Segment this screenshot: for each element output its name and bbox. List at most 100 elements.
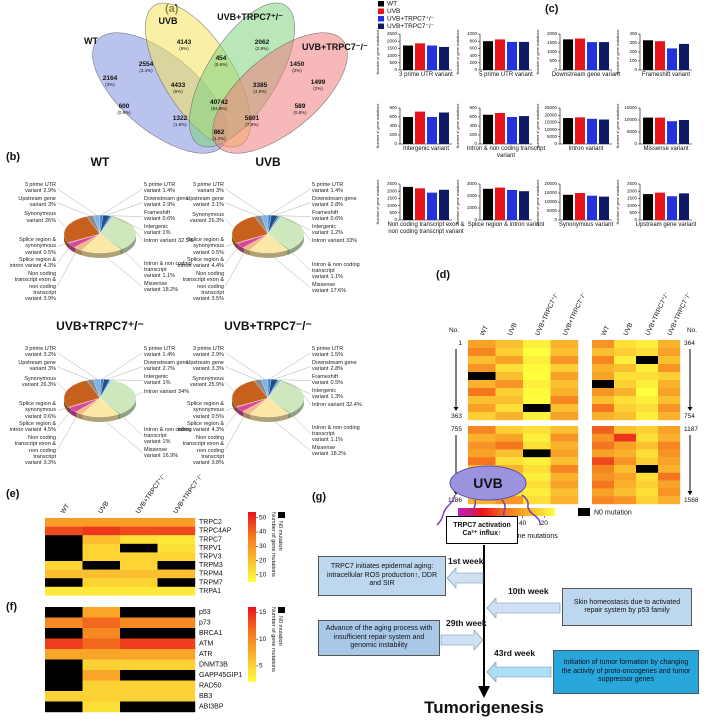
pie-label-value: 1.1% <box>330 274 344 281</box>
heatmap-cell <box>495 426 524 434</box>
bar <box>439 112 449 144</box>
y-tick-label: 2500 <box>387 31 398 36</box>
panel-label: (g) <box>312 491 326 503</box>
heatmap-cell <box>592 472 615 481</box>
heatmap-cell <box>495 340 524 349</box>
bar <box>403 186 413 220</box>
heatmap-cell <box>45 607 83 618</box>
heatmap-cell <box>495 364 524 373</box>
pie-label-name: Synonymous variant <box>21 376 56 389</box>
heatmap-cell <box>550 426 579 434</box>
venn-percent: (2%) <box>292 68 302 73</box>
y-tick-label: 0 <box>474 217 477 222</box>
pie-label-name: Splice region & intron variant <box>9 257 56 270</box>
row-label: ATR <box>199 651 212 658</box>
heatmap-cell <box>658 426 681 434</box>
venn-percent: (3.4%) <box>139 68 153 73</box>
heatmap-cell <box>614 348 637 357</box>
leader-line <box>278 215 312 217</box>
heatmap-cell <box>495 433 524 442</box>
pie-label: Upstream gene variant 3% <box>6 196 56 209</box>
pie-label-value: 3.5% <box>211 296 224 303</box>
pie-label: 3 prime UTR variant 2.9% <box>6 182 56 195</box>
y-tick-label: 2000 <box>627 188 638 193</box>
pie-label: Splice region & intron variant 4.4% <box>174 257 224 270</box>
heatmap-cell <box>550 340 579 349</box>
venn-set-label: UVB+TRPC7⁻/⁻ <box>302 42 368 52</box>
missing-swatch <box>278 607 285 613</box>
heatmap-cell <box>550 356 579 365</box>
pie-label: 5 prime UTR variant 1.5% <box>312 346 362 359</box>
y-tick-label: 20000 <box>544 181 557 186</box>
pie-slice <box>86 215 101 235</box>
heatmap-cell <box>550 364 579 373</box>
y-tick-label: 1000 <box>467 31 478 36</box>
heatmap-cell <box>523 380 551 389</box>
y-axis-label: Number of gene mutations <box>616 104 620 149</box>
heatmap-cell <box>550 348 579 357</box>
heatmap-cell <box>523 388 551 397</box>
chart-title: Intron & non coding transcript variant <box>466 146 546 159</box>
heatmap-cell <box>45 649 83 660</box>
pie-title: WT <box>91 155 110 169</box>
leader-line <box>224 409 240 428</box>
pie-label: Frameshift variant 0.6% <box>312 210 362 223</box>
pie-label: 5 prime UTR variant 1.4% <box>144 182 194 195</box>
stage-box: Skin homeostasis due to activated repair… <box>562 588 692 626</box>
pie-slice <box>63 380 101 408</box>
bar <box>563 118 573 144</box>
pie-label: 3 prime UTR variant 2.9% <box>174 346 224 359</box>
y-axis-label: Number of gene mutations <box>536 104 540 149</box>
venn-set <box>212 32 348 154</box>
venn-count: 3385 <box>253 82 268 89</box>
y-tick-label: 0 <box>634 141 637 146</box>
row-label: TRPV3 <box>199 554 222 561</box>
heatmap-cell <box>468 404 496 413</box>
heatmap-cell <box>614 426 637 434</box>
row-label: TRPM7 <box>199 579 223 586</box>
venn-count: 5801 <box>245 115 260 122</box>
heatmap-cell <box>658 488 681 497</box>
heatmap-cell <box>592 496 615 505</box>
pie-label-name: Splice region & synonymous variant <box>187 401 224 420</box>
row-label: BB3 <box>199 693 212 700</box>
heatmap-cell <box>550 380 579 389</box>
leader-line <box>274 202 312 216</box>
pie-label: Frameshift variant 0.5% <box>312 374 362 387</box>
venn-percent: (0.6%) <box>214 62 228 67</box>
heatmap-cell <box>157 543 196 553</box>
pie-label-name: Missense variant <box>312 281 336 295</box>
y-tick-label: 10000 <box>624 117 637 122</box>
heatmap-cell <box>614 412 637 421</box>
pie-label-name: Intron & non coding transcript variant <box>144 260 192 280</box>
y-tick-label: 5000 <box>547 208 558 213</box>
pie-label-value: 0.5% <box>211 413 224 420</box>
leader-line <box>224 188 265 216</box>
heatmap-cell <box>45 680 83 692</box>
venn-count: 1450 <box>290 61 305 68</box>
heatmap-cell <box>614 372 637 381</box>
block-arrow <box>440 629 484 651</box>
heatmap-cell <box>120 628 158 639</box>
pie-label-name: Intergenic variant <box>144 373 169 387</box>
heatmap-cell <box>157 659 196 671</box>
leader-line <box>224 243 237 247</box>
pie-label-name: Frameshift variant <box>144 209 170 223</box>
bar <box>587 118 597 144</box>
colorbar-tick-label: 30 <box>259 543 267 550</box>
legend-swatch <box>378 23 384 29</box>
heatmap-cell <box>658 340 681 349</box>
venn-percent: (54.9%) <box>211 106 227 111</box>
pie-label: Splice region & synonymous variant 0.5% <box>6 237 56 256</box>
stage-week: 29th week <box>446 618 487 628</box>
heatmap-cell <box>523 348 551 357</box>
bar <box>495 39 505 70</box>
bar <box>563 39 573 70</box>
row-number: 754 <box>684 413 695 420</box>
row-label: ATM <box>199 641 213 648</box>
heatmap-cell <box>592 412 615 421</box>
panel-label: (b) <box>6 151 20 163</box>
heatmap-cell <box>157 670 196 681</box>
heatmap-cell <box>45 543 83 553</box>
